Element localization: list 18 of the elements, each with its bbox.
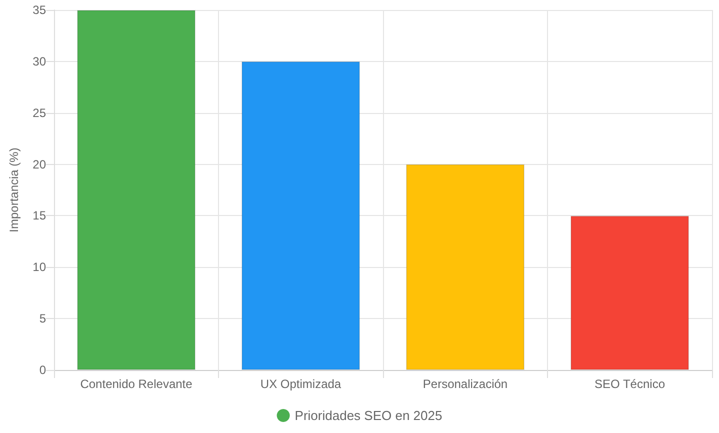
y-tick-label: 35 xyxy=(32,3,46,17)
y-tick-label: 30 xyxy=(32,54,46,68)
bar xyxy=(77,10,196,370)
y-tick-label: 10 xyxy=(32,260,46,274)
bar xyxy=(242,61,360,370)
legend-label: Prioridades SEO en 2025 xyxy=(294,408,442,423)
x-tick-label: Contenido Relevante xyxy=(80,377,193,391)
y-tick-label: 0 xyxy=(39,363,46,377)
y-tick-label: 5 xyxy=(39,312,46,326)
x-tick-label: UX Optimizada xyxy=(260,377,342,391)
y-axis-title: Importancia (%) xyxy=(7,148,21,232)
y-tick-label: 20 xyxy=(32,157,46,172)
x-tick-label: SEO Técnico xyxy=(594,377,666,391)
y-tick-label: 25 xyxy=(32,106,46,120)
bar xyxy=(570,216,689,370)
bar xyxy=(406,164,524,370)
x-tick-label: Personalización xyxy=(422,377,508,391)
y-tick-label: 15 xyxy=(32,208,46,223)
